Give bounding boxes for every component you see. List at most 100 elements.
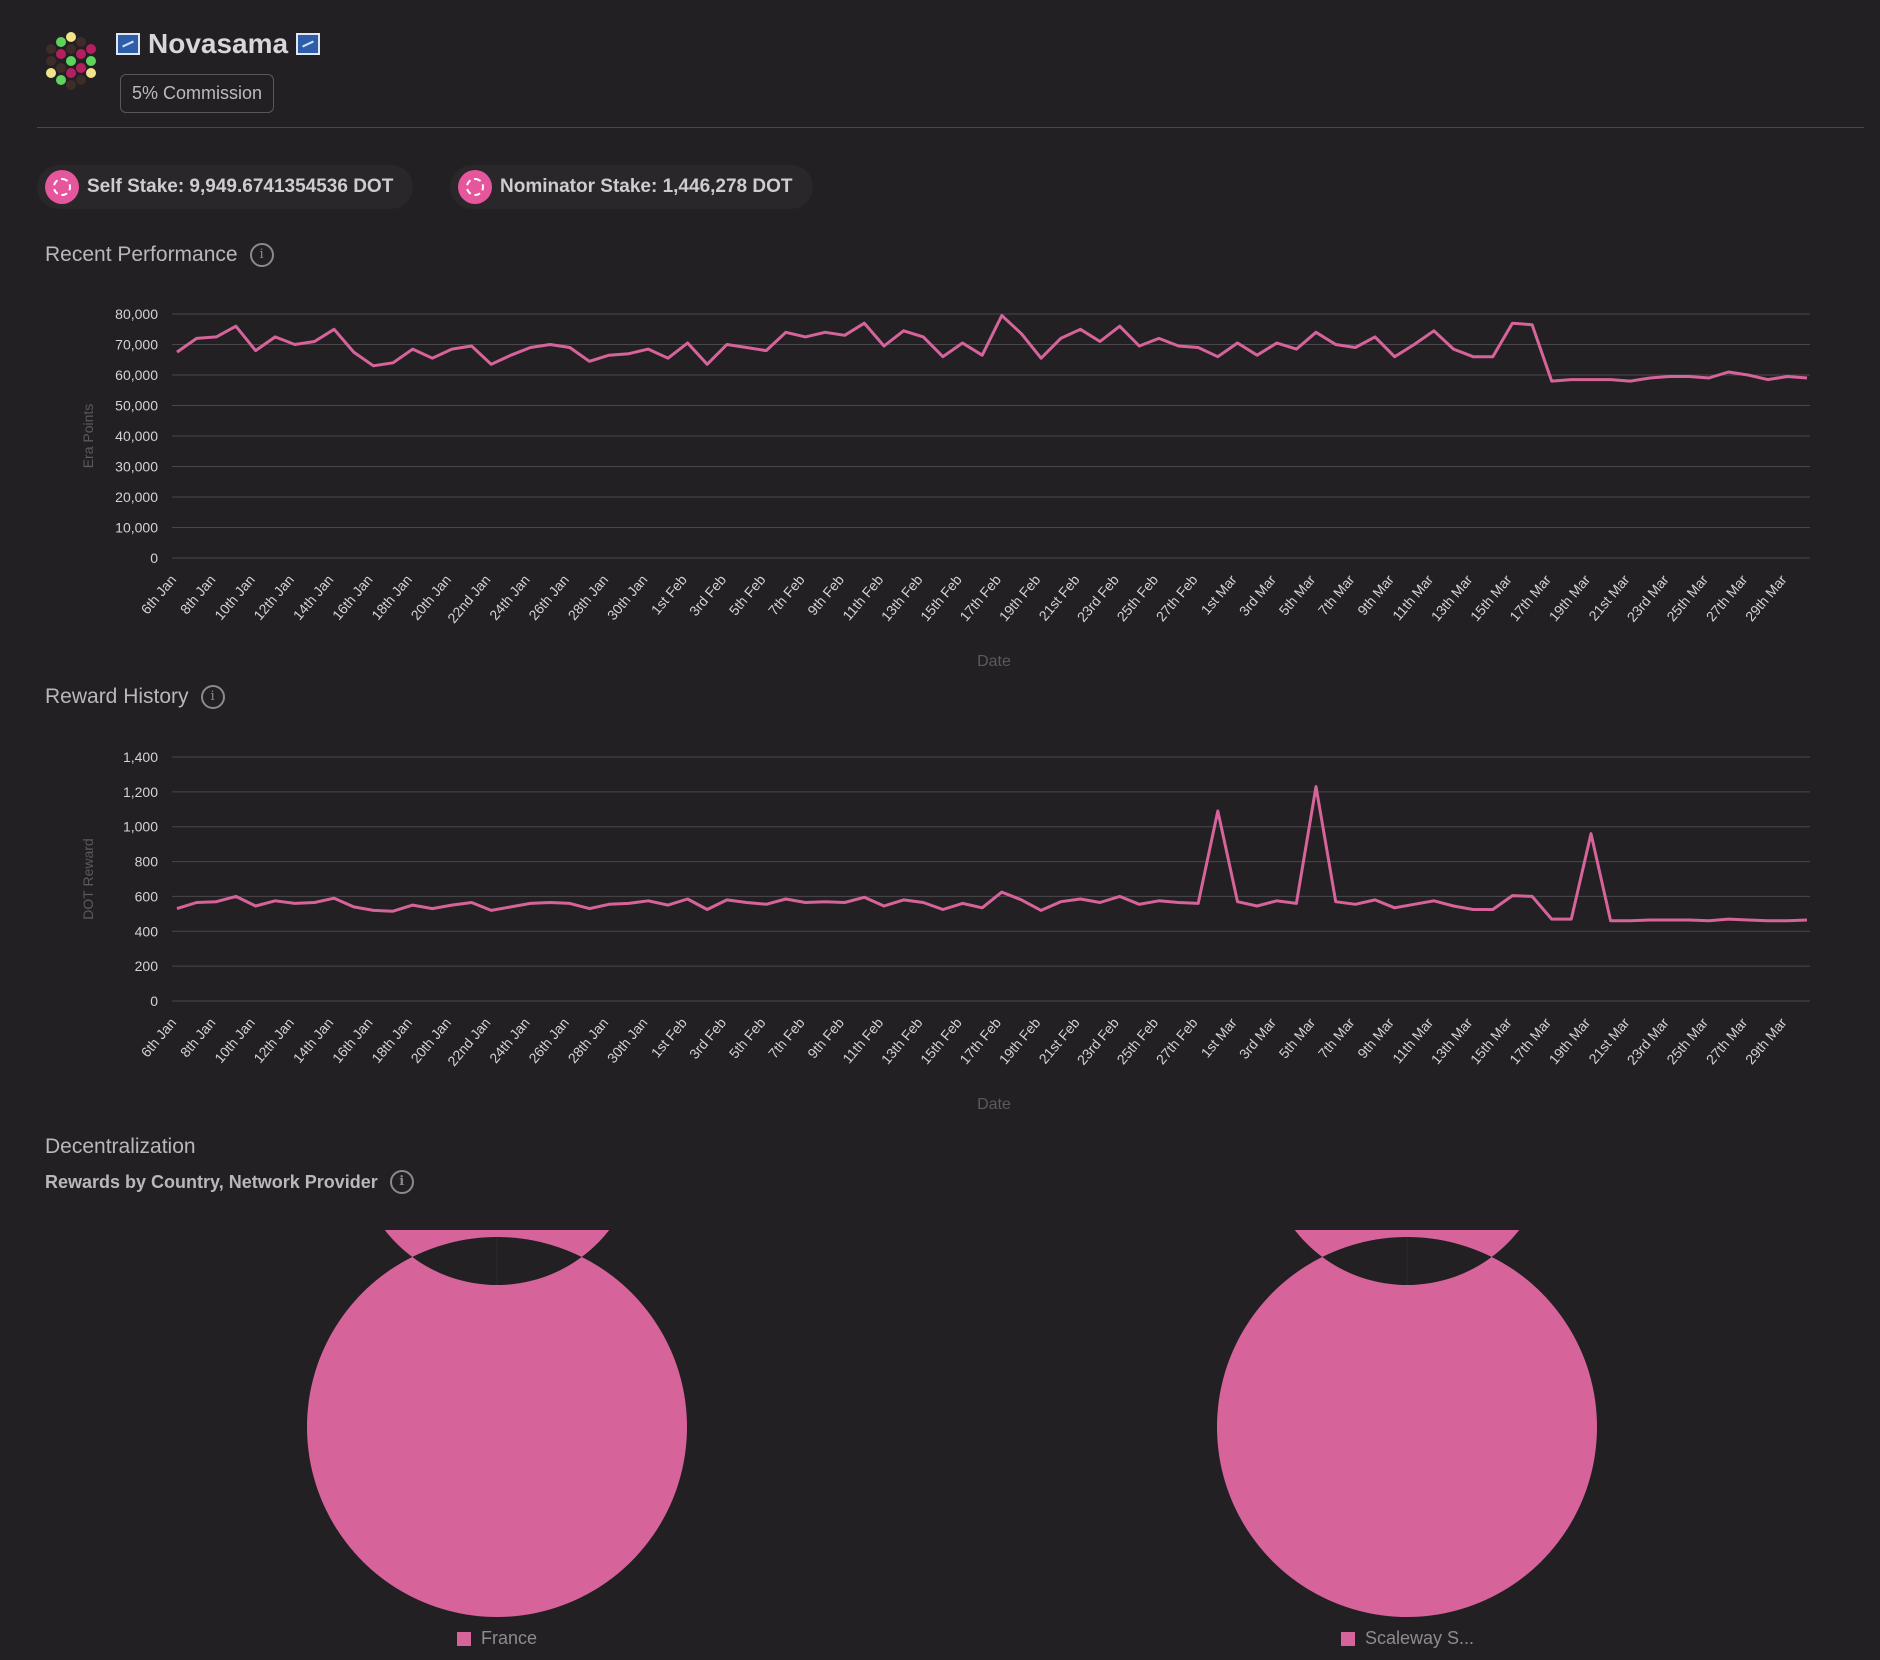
decentralization-heading: Decentralization bbox=[45, 1135, 196, 1159]
x-tick-label: 19th Feb bbox=[996, 571, 1044, 624]
x-tick-label: 30th Jan bbox=[604, 1015, 651, 1066]
y-tick-label: 0 bbox=[150, 993, 158, 1009]
info-icon[interactable]: i bbox=[389, 1170, 414, 1194]
nominator-stake-label: Nominator Stake: 1,446,278 DOT bbox=[500, 176, 793, 197]
provider-legend[interactable]: Scaleway S... bbox=[1341, 1628, 1474, 1649]
x-tick-label: 24th Jan bbox=[486, 572, 533, 623]
y-tick-label: 80,000 bbox=[115, 306, 158, 322]
x-tick-label: 3rd Mar bbox=[1236, 571, 1279, 618]
x-tick-label: 26th Jan bbox=[525, 572, 572, 623]
y-tick-label: 60,000 bbox=[115, 367, 158, 383]
y-axis-label: DOT Reward bbox=[80, 838, 96, 919]
header-divider bbox=[37, 127, 1864, 128]
x-tick-label: 19th Mar bbox=[1546, 571, 1594, 624]
reward-history-title: Reward History bbox=[45, 685, 189, 708]
x-tick-label: 23rd Feb bbox=[1074, 1014, 1122, 1067]
x-tick-label: 30th Jan bbox=[604, 572, 651, 623]
validator-title-row: Novasama bbox=[116, 28, 321, 60]
y-tick-label: 10,000 bbox=[115, 520, 158, 536]
x-tick-label: 14th Jan bbox=[290, 572, 337, 623]
donut-slice[interactable] bbox=[306, 1230, 687, 1617]
x-tick-label: 7th Feb bbox=[765, 1014, 808, 1061]
y-tick-label: 600 bbox=[135, 888, 159, 904]
self-stake-label: Self Stake: 9,949.6741354536 DOT bbox=[87, 176, 394, 197]
x-tick-label: 12th Jan bbox=[250, 1015, 297, 1066]
x-tick-label: 6th Jan bbox=[138, 1015, 180, 1060]
era-points-chart: 0 10,000 20,000 30,000 40,000 50,000 60,000 70,… bbox=[80, 306, 1810, 670]
recent-performance-heading: Recent Performance i bbox=[45, 243, 274, 267]
polkadot-icon bbox=[458, 170, 492, 204]
x-tick-label: 28th Jan bbox=[565, 1015, 612, 1066]
decentralization-subheading: Rewards by Country, Network Provider i bbox=[45, 1170, 414, 1194]
y-tick-label: 1,400 bbox=[123, 749, 158, 765]
legend-label: France bbox=[481, 1628, 538, 1648]
y-axis-label: Era Points bbox=[80, 404, 96, 469]
x-tick-label: 24th Jan bbox=[486, 1015, 533, 1066]
reward-history-chart: 0 200 400 600 800 1,000 1,200 1,400 DOT Reward 6t… bbox=[80, 749, 1810, 1113]
nominator-stake-pill: Nominator Stake: 1,446,278 DOT bbox=[450, 165, 813, 209]
y-tick-label: 40,000 bbox=[115, 428, 158, 444]
x-tick-label: 5th Feb bbox=[726, 571, 769, 618]
validator-name: Novasama bbox=[148, 28, 289, 59]
legend-label: Scaleway S... bbox=[1365, 1628, 1475, 1648]
x-tick-label: 29th Mar bbox=[1742, 1014, 1790, 1067]
country-legend[interactable]: France bbox=[457, 1628, 537, 1649]
x-tick-label: 5th Feb bbox=[726, 1014, 769, 1061]
y-tick-label: 1,000 bbox=[123, 819, 158, 835]
y-tick-label: 20,000 bbox=[115, 489, 158, 505]
decentralization-title: Decentralization bbox=[45, 1135, 196, 1158]
x-axis-label: Date bbox=[977, 653, 1011, 670]
x-tick-label: 5th Mar bbox=[1276, 1014, 1319, 1061]
commission-badge: 5% Commission bbox=[120, 74, 275, 113]
x-tick-label: 16th Jan bbox=[329, 572, 376, 623]
x-tick-label: 3rd Feb bbox=[686, 571, 729, 618]
x-tick-label: 5th Mar bbox=[1276, 571, 1319, 618]
series-line[interactable] bbox=[176, 785, 1808, 923]
self-stake-pill: Self Stake: 9,949.6741354536 DOT bbox=[37, 165, 414, 209]
info-icon[interactable]: i bbox=[200, 685, 225, 709]
info-icon[interactable]: i bbox=[249, 243, 274, 267]
identity-image-icon bbox=[296, 33, 321, 55]
x-tick-label: 7th Feb bbox=[765, 571, 808, 618]
x-tick-label: 27th Feb bbox=[1153, 1014, 1201, 1067]
x-tick-label: 1st Mar bbox=[1198, 571, 1240, 617]
y-tick-label: 200 bbox=[135, 958, 159, 974]
validator-identicon bbox=[46, 32, 96, 90]
x-tick-label: 16th Jan bbox=[329, 1015, 376, 1066]
y-tick-label: 70,000 bbox=[115, 337, 158, 353]
x-tick-label: 29th Mar bbox=[1742, 571, 1790, 624]
polkadot-icon bbox=[45, 170, 79, 204]
x-tick-label: 10th Jan bbox=[211, 572, 258, 623]
x-tick-label: 23rd Mar bbox=[1624, 1014, 1672, 1067]
y-tick-label: 1,200 bbox=[123, 784, 158, 800]
x-tick-label: 10th Jan bbox=[211, 1015, 258, 1066]
x-tick-label: 28th Jan bbox=[565, 572, 612, 623]
x-tick-label: 3rd Mar bbox=[1236, 1014, 1279, 1061]
x-tick-label: 7th Mar bbox=[1315, 571, 1358, 618]
x-tick-label: 1st Feb bbox=[648, 571, 690, 617]
y-tick-label: 30,000 bbox=[115, 459, 158, 475]
x-tick-label: 14th Jan bbox=[290, 1015, 337, 1066]
y-tick-label: 800 bbox=[135, 854, 159, 870]
y-tick-label: 400 bbox=[135, 923, 159, 939]
identity-image-icon bbox=[116, 33, 140, 55]
x-tick-label: 1st Mar bbox=[1198, 1014, 1240, 1060]
x-tick-label: 7th Mar bbox=[1315, 1014, 1358, 1061]
donut-slice[interactable] bbox=[1216, 1230, 1597, 1617]
x-tick-label: 18th Jan bbox=[368, 572, 415, 623]
x-tick-label: 12th Jan bbox=[250, 572, 297, 623]
x-tick-label: 18th Jan bbox=[368, 1015, 415, 1066]
decentralization-subtitle: Rewards by Country, Network Provider bbox=[45, 1171, 378, 1192]
x-tick-label: 26th Jan bbox=[525, 1015, 572, 1066]
x-tick-label: 19th Feb bbox=[996, 1014, 1044, 1067]
legend-swatch bbox=[1341, 1631, 1355, 1646]
reward-history-heading: Reward History i bbox=[45, 685, 225, 709]
provider-donut-chart bbox=[1216, 1230, 1597, 1617]
recent-performance-title: Recent Performance bbox=[45, 243, 238, 266]
x-tick-label: 23rd Feb bbox=[1074, 571, 1122, 624]
series-line[interactable] bbox=[176, 314, 1808, 383]
country-donut-chart bbox=[306, 1230, 687, 1617]
y-tick-label: 50,000 bbox=[115, 398, 158, 414]
x-tick-label: 1st Feb bbox=[648, 1014, 690, 1060]
legend-swatch bbox=[457, 1631, 471, 1646]
